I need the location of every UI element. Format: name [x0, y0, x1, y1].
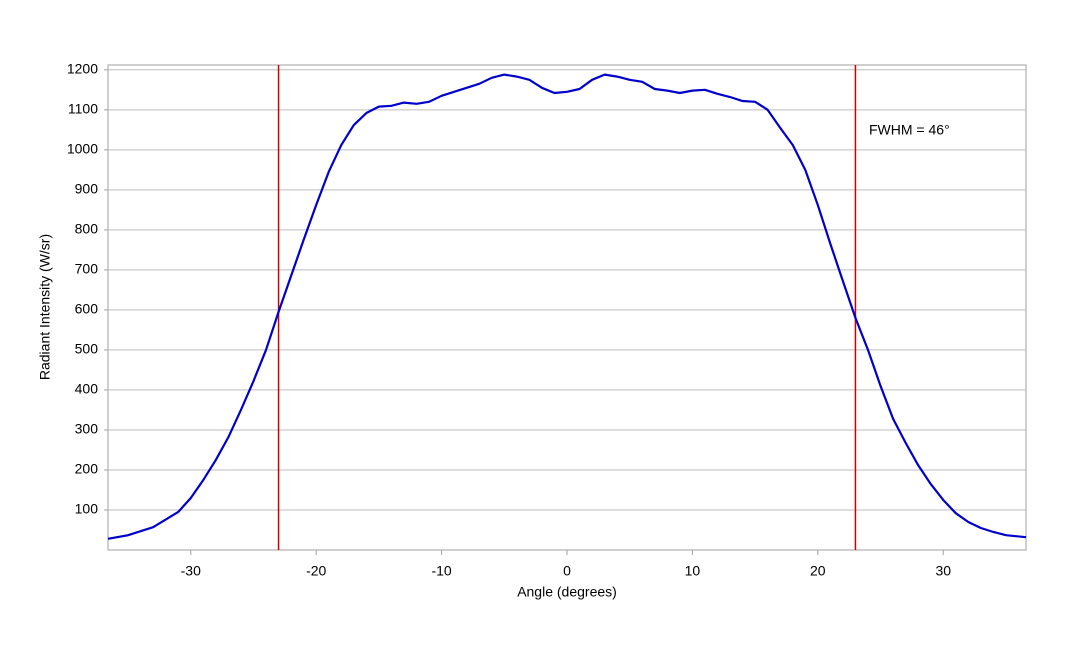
x-axis-label: Angle (degrees): [517, 584, 617, 600]
y-axis-label: Radiant Intensity (W/sr): [37, 234, 53, 380]
y-tick-label: 500: [75, 341, 99, 357]
data-line: [107, 73, 1027, 540]
y-tick-label: 200: [75, 461, 99, 477]
y-tick-label: 400: [75, 381, 99, 397]
y-tick-label: 600: [75, 301, 99, 317]
y-tick-label: 100: [75, 501, 99, 517]
y-tick-label: 1100: [68, 101, 98, 117]
x-tick-label: -20: [306, 563, 326, 579]
x-tick-label: 10: [685, 563, 701, 579]
x-tick-label: -30: [181, 563, 201, 579]
y-tick-label: 300: [75, 421, 99, 437]
plot-frame: [107, 64, 1027, 551]
y-tick-label: 700: [75, 261, 99, 277]
x-tick-label: 30: [935, 563, 951, 579]
annotation: FWHM = 46°: [869, 122, 950, 138]
y-tick-label: 1200: [67, 61, 98, 77]
y-tick-label: 900: [75, 181, 99, 197]
y-tick-label: 800: [75, 221, 99, 237]
x-tick-label: 0: [563, 563, 571, 579]
y-tick-label: 1000: [67, 141, 98, 157]
x-tick-label: 20: [810, 563, 826, 579]
x-tick-label: -10: [431, 563, 451, 579]
